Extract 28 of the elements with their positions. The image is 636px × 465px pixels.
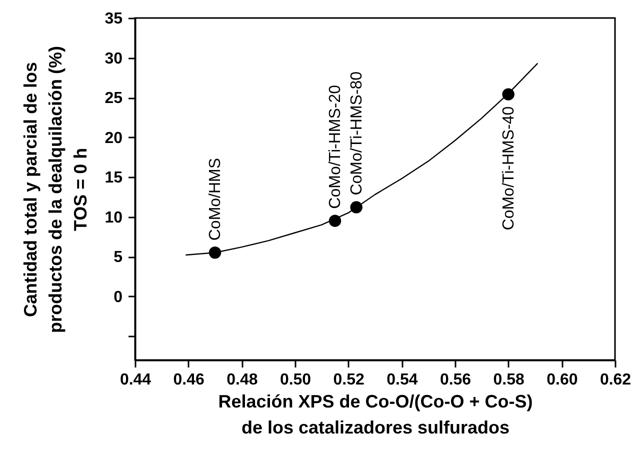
x-tick-label: 0.58 <box>493 372 525 388</box>
x-axis-title: Relación XPS de Co-O/(Co-O + Co-S) de los catalizadores sulfurados <box>218 392 533 438</box>
y-tick-label: 15 <box>104 170 123 187</box>
x-tick-label: 0.52 <box>333 372 365 388</box>
point <box>502 88 514 100</box>
x-tick-label: 0.44 <box>120 372 152 388</box>
annotation: CoMo/Ti-HMS-20 <box>327 84 344 209</box>
y-tick-label: 25 <box>104 90 123 108</box>
x-tick-label: 0.56 <box>440 372 472 388</box>
x-tick-label: 0.60 <box>546 372 578 388</box>
y-axis-title: Cantidad total y parcial de los productos de la dealquilación (%) TOS = 0 h <box>20 46 91 334</box>
y-tick-label: 35 <box>104 10 123 28</box>
x-tick-label: 0.62 <box>600 372 632 388</box>
x-tick-label: 0.54 <box>386 372 418 388</box>
x-tick-label: 0.46 <box>173 372 205 388</box>
annotation: CoMo/HMS <box>207 158 224 241</box>
point <box>328 214 342 227</box>
y-tick-label: 20 <box>104 130 123 147</box>
point <box>208 246 222 259</box>
x-tick-label: 0.50 <box>280 372 312 388</box>
y-tick-label: 0 <box>114 288 123 306</box>
annotation: CoMo/Ti-HMS-40 <box>500 106 518 230</box>
point <box>350 201 362 214</box>
y-tick-label: 5 <box>114 249 123 266</box>
annotation: CoMo/Ti-HMS-80 <box>348 71 366 196</box>
x-tick-label: 0.48 <box>226 372 258 388</box>
y-tick-label: 10 <box>104 209 123 226</box>
y-tick-label: 30 <box>104 50 123 68</box>
